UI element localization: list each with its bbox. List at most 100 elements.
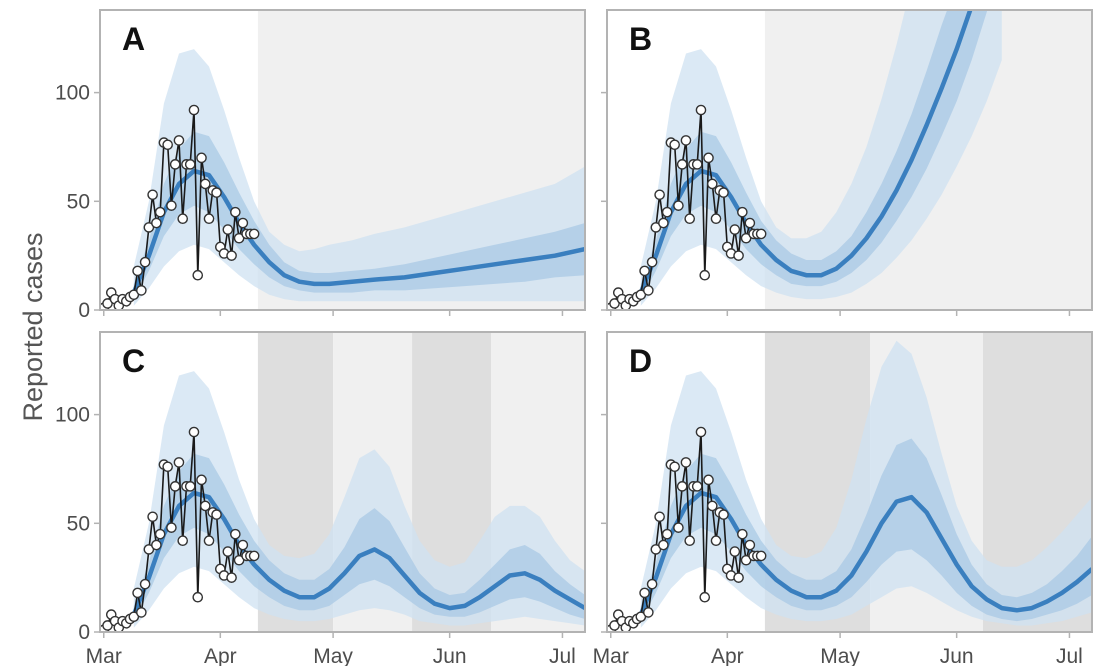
observed-point-b — [676, 159, 688, 170]
observed-point-a — [248, 228, 260, 240]
observed-point-b — [680, 135, 692, 146]
observed-point-b — [737, 206, 748, 218]
y-tick-label: 100 — [55, 82, 90, 105]
observed-point-a — [203, 213, 215, 224]
observed-point-a — [237, 217, 249, 229]
observed-point-c — [184, 481, 196, 492]
panels-container: 0 50 100 A B 0 50 100 Mar Apr May Jun Jul C Mar Apr May J… — [55, 9, 1093, 666]
observed-point-c — [136, 607, 147, 618]
plot-area-a — [100, 10, 585, 310]
observed-point-c — [147, 511, 158, 523]
observed-point-d — [718, 509, 729, 520]
observed-point-d — [733, 572, 744, 583]
observed-point-d — [673, 522, 684, 533]
observed-point-d — [646, 578, 658, 590]
y-tick-label: 50 — [67, 190, 90, 213]
panel-label: B — [629, 21, 652, 57]
observed-point-b — [729, 224, 741, 235]
observed-point-d — [661, 528, 673, 540]
panel-label: D — [629, 343, 652, 379]
panel-b: B — [601, 9, 1093, 316]
observed-point-d — [691, 481, 703, 492]
y-tick-label: 100 — [55, 404, 90, 427]
plot-area-b — [607, 10, 1092, 310]
x-tick-label: May — [820, 645, 860, 666]
observed-point-c — [188, 426, 200, 438]
panel-frame-a — [99, 9, 586, 311]
observed-point-b — [673, 200, 684, 211]
observed-point-d — [699, 591, 711, 603]
observed-point-d — [639, 587, 650, 599]
median-line-b — [638, 10, 973, 294]
panel-c: 0 50 100 Mar Apr May Jun Jul C — [55, 331, 586, 666]
observed-point-b — [639, 265, 650, 277]
median-line-a — [131, 168, 585, 294]
observed-point-a — [230, 206, 241, 218]
observed-point-b — [654, 189, 665, 201]
observed-point-d — [643, 607, 654, 618]
inner-interval-band-a — [133, 131, 585, 300]
observed-point-b — [643, 285, 654, 296]
observed-point-b — [661, 206, 673, 218]
observed-point-b — [646, 256, 658, 268]
observed-point-d — [684, 535, 696, 546]
observed-point-b — [658, 217, 669, 229]
observed-point-d — [737, 528, 748, 540]
x-tick-label: Jul — [549, 645, 576, 666]
observed-point-d — [744, 539, 756, 551]
observed-point-a — [166, 200, 177, 211]
y-tick-label: 0 — [78, 621, 90, 644]
plot-area-c — [100, 332, 585, 632]
observed-point-b — [733, 250, 744, 261]
observed-point-b — [718, 187, 729, 198]
x-tick-label: May — [313, 645, 353, 666]
observed-point-a — [169, 159, 181, 170]
observed-point-c — [162, 461, 173, 473]
observed-point-d — [676, 481, 688, 492]
observed-point-c — [132, 587, 143, 599]
observed-point-c — [196, 474, 207, 486]
observed-point-a — [188, 104, 200, 116]
observed-point-c — [248, 550, 260, 562]
observed-point-a — [139, 256, 151, 268]
observed-point-a — [154, 206, 166, 218]
observed-point-b — [710, 213, 722, 224]
inner-interval-band-d — [640, 438, 1092, 622]
y-axis-label: Reported cases — [18, 232, 48, 421]
observed-point-d — [706, 500, 718, 512]
observed-point-c — [169, 481, 181, 492]
panel-label: A — [122, 21, 145, 57]
panel-d: Mar Apr May Jun Jul D — [593, 331, 1093, 666]
observed-point-d — [680, 457, 692, 468]
observed-point-a — [173, 135, 185, 146]
observed-point-a — [199, 178, 211, 190]
observed-point-c — [166, 522, 177, 533]
observed-point-d — [654, 511, 665, 523]
observed-point-c — [154, 528, 166, 540]
observed-point-c — [226, 572, 237, 583]
observed-point-c — [151, 539, 162, 551]
observed-point-d — [703, 474, 714, 486]
inner-interval-band-c — [133, 453, 585, 622]
x-tick-label: Jul — [1056, 645, 1083, 666]
observed-point-d — [710, 535, 722, 546]
panel-a: 0 50 100 A — [55, 9, 586, 322]
x-tick-label: Mar — [86, 645, 122, 666]
plot-area-d — [607, 332, 1092, 632]
observed-point-b — [699, 269, 711, 281]
observed-point-a — [184, 159, 196, 170]
observed-point-b — [755, 228, 767, 240]
median-line-d — [638, 490, 1092, 616]
y-tick-label: 50 — [67, 512, 90, 535]
panel-frame-b — [606, 9, 1093, 311]
observed-point-b — [695, 104, 707, 116]
observed-point-c — [199, 500, 211, 512]
observed-point-c — [177, 535, 189, 546]
observed-point-b — [684, 213, 696, 224]
observed-point-b — [691, 159, 703, 170]
observed-point-c — [173, 457, 185, 468]
observed-point-a — [226, 250, 237, 261]
x-tick-label: Mar — [593, 645, 629, 666]
observed-point-c — [230, 528, 241, 540]
